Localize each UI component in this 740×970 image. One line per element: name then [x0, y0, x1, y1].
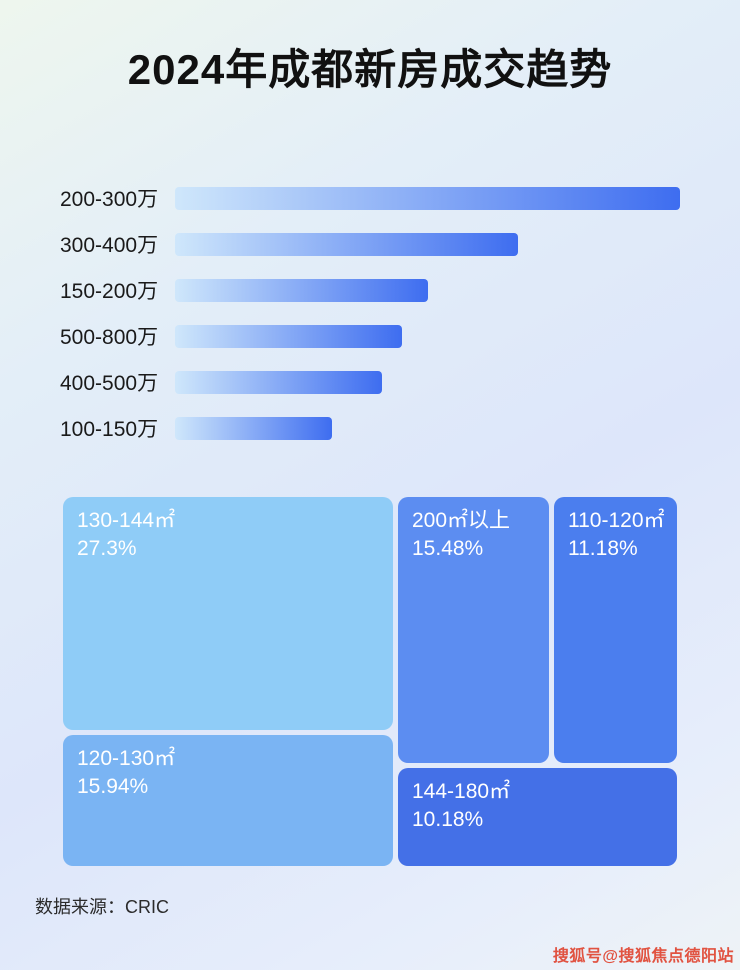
- bar: [175, 278, 428, 302]
- bar-row-150-200: 150-200万: [60, 267, 680, 313]
- area-treemap: 130-144㎡ 27.3% 200㎡以上 15.48% 110-120㎡ 11…: [63, 497, 677, 866]
- price-range-bar-chart: 200-300万 300-400万 150-200万 500-800万 400-…: [60, 175, 680, 451]
- bar: [175, 232, 519, 256]
- bar-label: 400-500万: [60, 372, 159, 395]
- treemap-percent: 11.18%: [568, 537, 638, 561]
- treemap-block-130-144: 130-144㎡ 27.3%: [63, 497, 393, 730]
- treemap-block-120-130: 120-130㎡ 15.94%: [63, 735, 393, 866]
- treemap-percent: 15.94%: [77, 775, 149, 799]
- bar: [175, 370, 383, 394]
- treemap-percent: 27.3%: [77, 537, 137, 561]
- bar-label: 100-150万: [60, 418, 159, 441]
- treemap-block-200-plus: 200㎡以上 15.48%: [398, 497, 549, 763]
- treemap-block-144-180: 144-180㎡ 10.18%: [398, 768, 677, 866]
- bar-row-300-400: 300-400万: [60, 221, 680, 267]
- treemap-label: 144-180㎡: [412, 780, 511, 803]
- treemap-label: 200㎡以上: [412, 509, 511, 532]
- bar-label: 500-800万: [60, 326, 159, 349]
- bar: [175, 324, 403, 348]
- treemap-percent: 15.48%: [412, 537, 484, 561]
- bar: [175, 416, 332, 440]
- treemap-label: 110-120㎡: [568, 509, 665, 532]
- bar-track: [175, 232, 680, 256]
- bar: [175, 186, 680, 210]
- bar-row-200-300: 200-300万: [60, 175, 680, 221]
- bar-label: 200-300万: [60, 188, 159, 211]
- bar-track: [175, 278, 680, 302]
- treemap-block-110-120: 110-120㎡ 11.18%: [554, 497, 677, 763]
- bar-track: [175, 370, 680, 394]
- bar-row-400-500: 400-500万: [60, 359, 680, 405]
- treemap-percent: 10.18%: [412, 808, 484, 832]
- bar-label: 150-200万: [60, 280, 159, 303]
- watermark: 搜狐号@搜狐焦点德阳站: [552, 948, 734, 965]
- bar-row-100-150: 100-150万: [60, 405, 680, 451]
- bar-track: [175, 186, 680, 210]
- bar-track: [175, 416, 680, 440]
- bar-label: 300-400万: [60, 234, 159, 257]
- treemap-label: 130-144㎡: [77, 509, 176, 532]
- data-source-label: 数据来源：CRIC: [35, 897, 169, 917]
- treemap-label: 120-130㎡: [77, 747, 176, 770]
- bar-track: [175, 324, 680, 348]
- page-title: 2024年成都新房成交趋势: [127, 46, 613, 93]
- bar-row-500-800: 500-800万: [60, 313, 680, 359]
